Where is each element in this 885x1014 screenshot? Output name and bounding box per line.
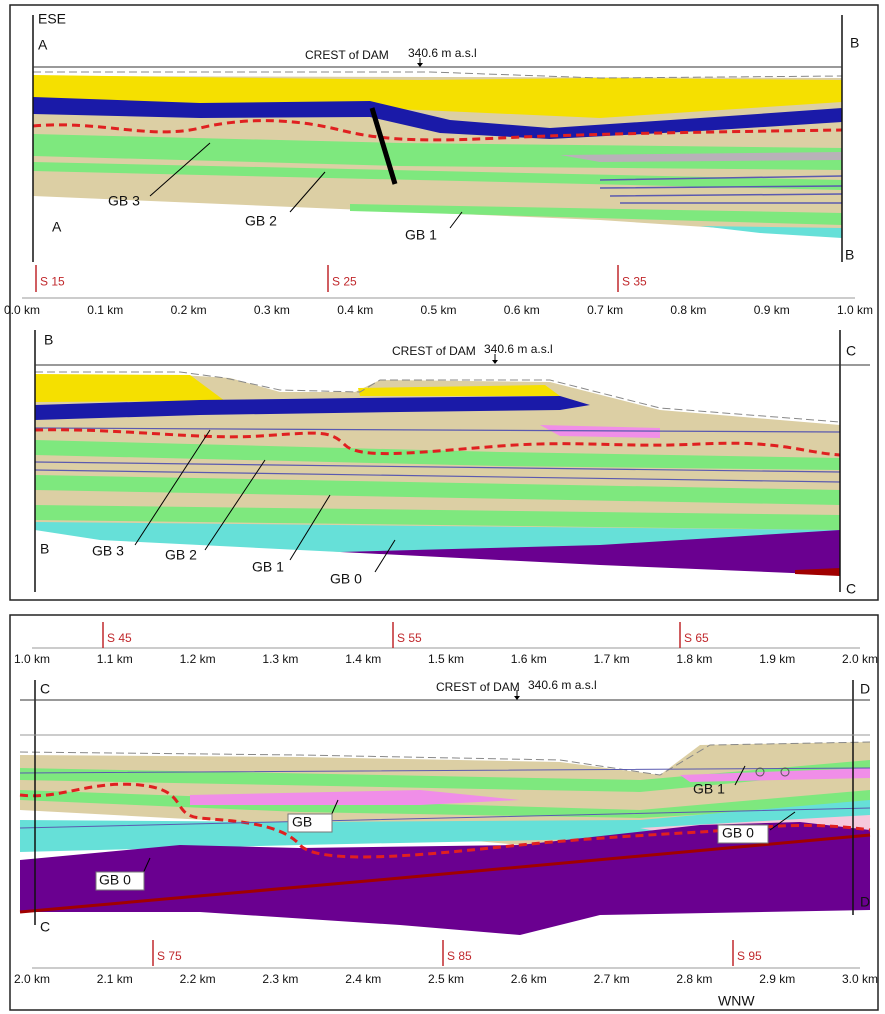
cross-section-figure: ESE A A B B CREST of DAM 340.6 m a.s.l G…: [0, 0, 885, 1014]
km-label: 2.8 km: [676, 972, 712, 986]
station-label: S 25: [332, 275, 357, 289]
km-label: 2.1 km: [97, 972, 133, 986]
km-label: 0.6 km: [504, 303, 540, 317]
section-end-label: B: [850, 35, 859, 51]
km-label: 0.3 km: [254, 303, 290, 317]
unit-label: GB 0: [330, 571, 362, 587]
station-label: S 65: [684, 631, 709, 645]
km-label: 1.5 km: [428, 652, 464, 666]
unit-label: GB 0: [99, 872, 131, 888]
km-label: 1.8 km: [676, 652, 712, 666]
section-end-label: D: [860, 894, 870, 910]
km-label: 2.7 km: [594, 972, 630, 986]
section-end-label: D: [860, 681, 870, 697]
km-label: 0.1 km: [87, 303, 123, 317]
km-label: 0.4 km: [337, 303, 373, 317]
crest-elevation: 340.6 m a.s.l: [408, 46, 477, 60]
section-end-label: C: [846, 343, 856, 359]
station-label: S 15: [40, 275, 65, 289]
section-end-label: C: [40, 681, 50, 697]
km-label: 2.2 km: [180, 972, 216, 986]
crest-label: CREST of DAM: [436, 680, 520, 694]
section-cd: [20, 680, 870, 935]
unit-label: GB 0: [722, 825, 754, 841]
km-label: 0.2 km: [171, 303, 207, 317]
km-label: 0.0 km: [4, 303, 40, 317]
unit-label: GB 3: [92, 543, 124, 559]
section-end-label: C: [40, 919, 50, 935]
section-end-label: B: [845, 247, 854, 263]
station-label: S 75: [157, 949, 182, 963]
km-label: 0.5 km: [420, 303, 456, 317]
section-end-label: B: [40, 541, 49, 557]
crest-label: CREST of DAM: [392, 344, 476, 358]
km-label: 1.6 km: [511, 652, 547, 666]
km-label: 2.6 km: [511, 972, 547, 986]
km-label: 1.1 km: [97, 652, 133, 666]
section-end-label: A: [38, 37, 48, 53]
station-label: S 85: [447, 949, 472, 963]
station-label: S 35: [622, 275, 647, 289]
km-label: 2.4 km: [345, 972, 381, 986]
station-label: S 45: [107, 631, 132, 645]
km-label: 2.9 km: [759, 972, 795, 986]
km-label: 1.4 km: [345, 652, 381, 666]
km-label: 3.0 km: [842, 972, 878, 986]
unit-label: GB 1: [693, 781, 725, 797]
km-label: 1.3 km: [262, 652, 298, 666]
km-label: 1.9 km: [759, 652, 795, 666]
crest-label: CREST of DAM: [305, 48, 389, 62]
km-label: 1.7 km: [594, 652, 630, 666]
km-label: 0.7 km: [587, 303, 623, 317]
section-bc: [35, 330, 870, 592]
crest-elevation: 340.6 m a.s.l: [528, 678, 597, 692]
km-label: 2.0 km: [14, 972, 50, 986]
section-end-label: C: [846, 581, 856, 597]
unit-label: GB 2: [245, 213, 277, 229]
km-label: 2.0 km: [842, 652, 878, 666]
unit-label: GB 1: [252, 559, 284, 575]
km-label: 0.8 km: [670, 303, 706, 317]
km-label: 2.3 km: [262, 972, 298, 986]
crest-elevation: 340.6 m a.s.l: [484, 342, 553, 356]
unit-label: GB 2: [165, 547, 197, 563]
km-label: 2.5 km: [428, 972, 464, 986]
unit-label: GB 1: [405, 227, 437, 243]
km-label: 1.0 km: [837, 303, 873, 317]
section-end-label: A: [52, 219, 62, 235]
orientation-label: WNW: [718, 993, 755, 1009]
station-label: S 95: [737, 949, 762, 963]
km-label: 1.2 km: [180, 652, 216, 666]
orientation-label: ESE: [38, 11, 66, 27]
km-label: 1.0 km: [14, 652, 50, 666]
km-label: 0.9 km: [754, 303, 790, 317]
unit-label: GB 3: [108, 193, 140, 209]
section-end-label: B: [44, 332, 53, 348]
unit-label: GB: [292, 814, 312, 830]
station-label: S 55: [397, 631, 422, 645]
